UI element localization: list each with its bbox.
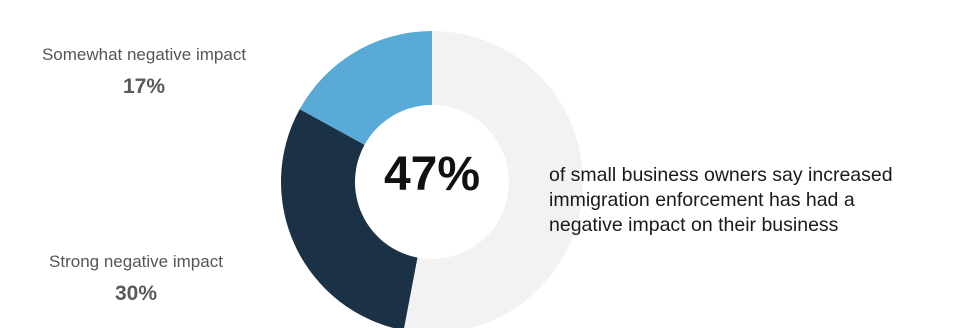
slice-value-somewhat-negative: 17%: [122, 75, 166, 98]
center-percentage: 47%: [384, 148, 480, 201]
slice-label-somewhat-negative: Somewhat negative impact: [41, 45, 247, 64]
donut-slices: [281, 31, 583, 328]
legend-somewhat-negative: Somewhat negative impact 17%: [0, 45, 288, 99]
slice-value-strong-negative: 30%: [114, 282, 158, 305]
slice-strong-negative: [281, 109, 418, 328]
caption-line-1: of small business owners say increased: [549, 164, 893, 186]
legend-strong-negative: Strong negative impact 30%: [0, 252, 272, 306]
caption-line-3: negative impact on their business: [549, 214, 839, 236]
caption: of small business owners say increased i…: [549, 163, 969, 238]
slice-remainder: [404, 31, 583, 328]
slice-label-strong-negative: Strong negative impact: [49, 252, 223, 271]
caption-line-2: immigration enforcement has had a: [549, 189, 855, 211]
slice-somewhat-negative: [299, 31, 432, 145]
